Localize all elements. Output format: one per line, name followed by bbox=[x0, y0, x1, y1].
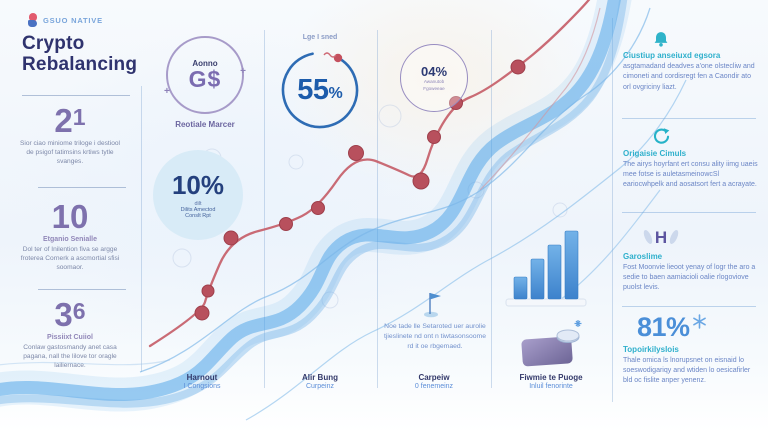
coin-icon bbox=[556, 320, 582, 343]
stat-text: Sior ciao miniome triloge i destiool de … bbox=[19, 140, 121, 166]
wallet-card-icon bbox=[521, 336, 573, 367]
right-item-body: Fost Moonvie lieoot yenay of logr the ar… bbox=[623, 264, 756, 292]
stat-heading: Pissiixt Cuiiol bbox=[47, 334, 93, 341]
big-stat-value: 81% bbox=[637, 312, 690, 342]
stat-block-2: 10 Etganio Senialle Dol ter of Inilentio… bbox=[0, 200, 140, 273]
stage-sub: 0 fenemeinz bbox=[414, 383, 454, 390]
stat-heading: Etganio Senialle bbox=[42, 236, 98, 243]
flag-icon bbox=[423, 290, 445, 323]
badge-value: 04% bbox=[420, 63, 448, 79]
right-item-heading: Topoirkilyslois bbox=[623, 345, 679, 354]
donut-ring: 55% bbox=[278, 48, 362, 132]
donut-ring-svg bbox=[281, 51, 359, 129]
plus-mark: + bbox=[240, 66, 246, 77]
bar-chart-icon bbox=[513, 230, 579, 300]
red-performance-line bbox=[148, 0, 591, 348]
stage-sub: Curpeinz bbox=[305, 383, 334, 390]
badge-subtext: Conslt Rpt bbox=[185, 212, 211, 219]
stage-name: Carpeiw bbox=[418, 373, 450, 382]
badge-value: 10% bbox=[171, 169, 225, 200]
divider-col3 bbox=[491, 30, 492, 388]
right-divider-1 bbox=[622, 118, 756, 119]
badge-value: 55% bbox=[297, 73, 343, 106]
stage-name: Alir Bung bbox=[302, 373, 338, 382]
stat-block-3: 36 Pissiixt Cuiiol Conlaw gastosmandy an… bbox=[0, 298, 140, 371]
right-item-heading: Origaisie Cimuls bbox=[623, 149, 687, 158]
right-item-heading: Ciustiup anseiuxd egsora bbox=[623, 51, 721, 61]
right-item-body: The airys hoyrfant ert consu ality iimg … bbox=[623, 161, 758, 189]
stat-divider-1 bbox=[38, 187, 126, 188]
brand-logo-text: GSUO NATIVE bbox=[43, 16, 103, 25]
badge-subtext: Awanutob bbox=[423, 78, 445, 84]
right-divider-3 bbox=[622, 306, 756, 307]
stat-number: 36 bbox=[54, 296, 86, 333]
stat-divider-2 bbox=[38, 289, 126, 290]
divider-right-panel bbox=[612, 18, 613, 402]
badge-label: Lge I sned bbox=[302, 34, 338, 41]
page-title: Crypto Rebalancing bbox=[22, 33, 138, 75]
right-item-body: Thale omica ls lnorupsnet on eisnaid lo … bbox=[623, 357, 751, 385]
right-item-heading: Garoslime bbox=[623, 252, 663, 261]
snowflake-icon bbox=[692, 314, 706, 329]
svg-text:H: H bbox=[655, 228, 667, 247]
right-item-1: Ciustiup anseiuxd egsora asgtamadand dea… bbox=[623, 30, 758, 93]
big-stat-81pct: 81% bbox=[637, 314, 758, 341]
stat-block-1: 21 Sior ciao miniome triloge i destiool … bbox=[0, 104, 140, 167]
stage-label-4: Fiwmie te Puoge Inluil fenorinte bbox=[493, 373, 609, 390]
right-item-4: 81% Topoirkilyslois Thale omica ls lnoru… bbox=[623, 314, 758, 386]
stage-label-2: Alir Bung Curpeinz bbox=[262, 373, 378, 390]
stat-number: 10 bbox=[51, 198, 89, 235]
right-divider-2 bbox=[622, 212, 756, 213]
plus-mark: + bbox=[164, 86, 170, 97]
stat-text: Dol ter of Inilention fiva se argge frot… bbox=[20, 246, 120, 272]
coin-badge-symbol: G$ bbox=[188, 66, 222, 92]
coin-badge-word: Aonno bbox=[192, 59, 218, 68]
stat-number: 21 bbox=[54, 102, 86, 139]
right-item-2: Origaisie Cimuls The airys hoyrfant ert … bbox=[623, 127, 758, 190]
bell-icon bbox=[623, 30, 699, 48]
stat-text: Conlaw gastosmandy anet casa pagana, nal… bbox=[23, 344, 117, 370]
divider-sidebar bbox=[141, 86, 142, 372]
brand-logo-icon bbox=[28, 13, 38, 28]
stage-sub: Inluil fenorinte bbox=[529, 383, 573, 390]
stat-badge-55pct: Lge I sned 55% bbox=[272, 34, 368, 132]
brand-logo: GSUO NATIVE bbox=[28, 13, 103, 28]
bar-chart-pedestal bbox=[505, 298, 587, 307]
divider-col2 bbox=[377, 30, 378, 388]
laurel-h-icon: H bbox=[623, 226, 699, 249]
stat-badge-04pct: 04% Awanutob Fgoweeae bbox=[400, 44, 468, 112]
badge-subtext: dilt bbox=[194, 200, 202, 207]
coin-badge-caption: Reotiale Marcer bbox=[175, 120, 235, 129]
badge-subtext: Fgoweeae bbox=[423, 85, 445, 91]
chart-annotation: Noe tade lle Setaroted uer aurolie tjies… bbox=[383, 323, 486, 351]
stage-name: Harnout bbox=[186, 373, 218, 382]
sync-icon bbox=[623, 127, 699, 146]
badge-subtext: Dilits Amectod bbox=[180, 206, 216, 213]
stat-badge-10pct: 10% dilt Dilits Amectod Conslt Rpt bbox=[153, 150, 243, 240]
stage-sub: I Congsions bbox=[183, 383, 221, 390]
right-item-body: asgtamadand deadves a'one olstecliw and … bbox=[623, 63, 755, 91]
right-item-3: H Garoslime Fost Moonvie lieoot yenay of… bbox=[623, 226, 758, 293]
divider-col1 bbox=[264, 30, 265, 388]
stage-label-3: Carpeiw 0 fenemeinz bbox=[376, 373, 492, 390]
title-divider bbox=[22, 95, 130, 96]
stage-label-1: Harnout I Congsions bbox=[144, 373, 260, 390]
stage-name: Fiwmie te Puoge bbox=[519, 373, 583, 382]
coin-badge: + + Aonno G$ bbox=[164, 36, 246, 114]
red-line-dots bbox=[194, 59, 526, 321]
flow-ribbons bbox=[0, 0, 687, 421]
